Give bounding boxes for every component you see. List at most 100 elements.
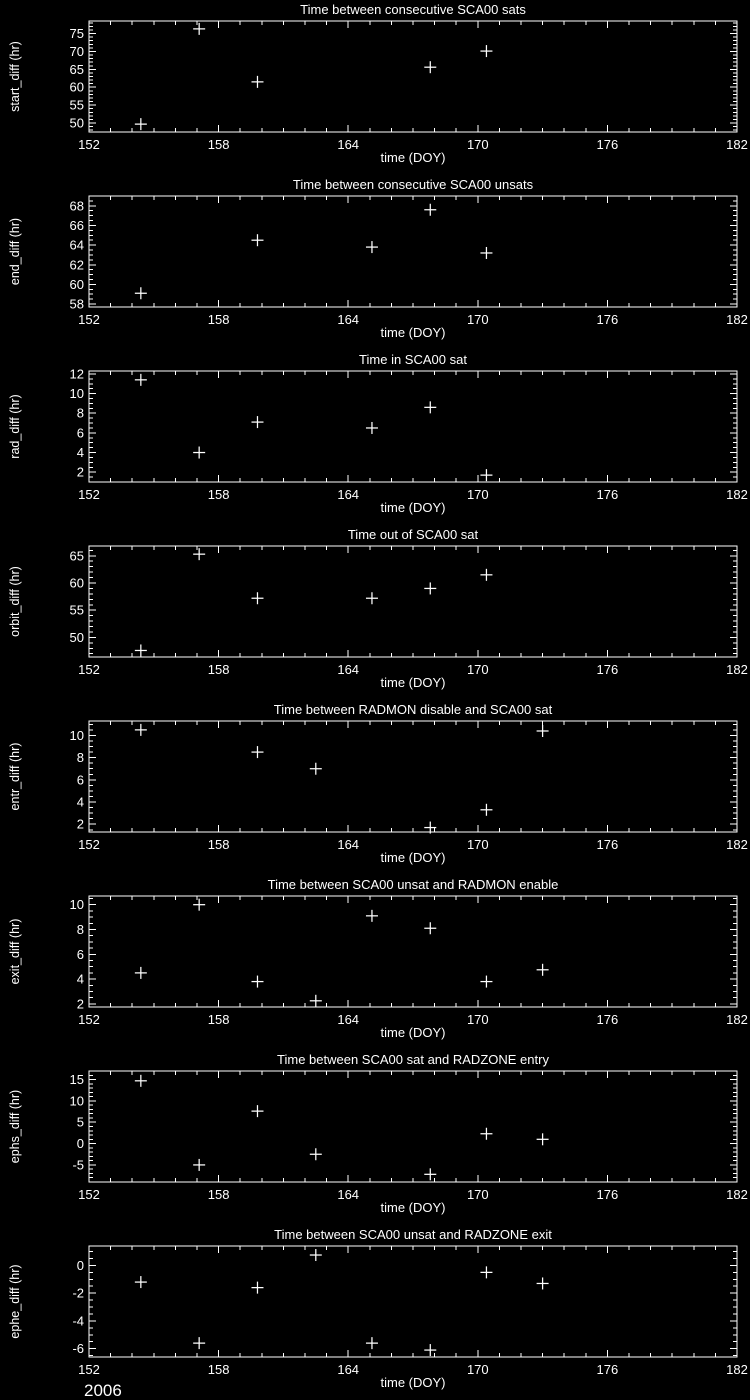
svg-text:164: 164 [337,312,359,327]
plot-canvas: 152 158 164 170 176 182 58 60 62 64 66 68 [70,195,748,327]
svg-text:182: 182 [726,137,748,152]
svg-text:50: 50 [70,116,84,131]
x-axis-label: time (DOY) [380,500,446,515]
svg-text:60: 60 [70,277,84,292]
svg-text:12: 12 [70,366,84,381]
svg-text:158: 158 [208,1012,230,1027]
svg-text:2: 2 [77,817,84,832]
svg-text:4: 4 [77,972,84,987]
plot-title: Time between consecutive SCA00 unsats [292,177,534,192]
plot-canvas: 152 158 164 170 176 182 2 4 6 8 10 [70,895,748,1027]
plot-panel-end-diff: Time between consecutive SCA00 unsats en… [0,175,750,350]
plot-title: Time between SCA00 unsat and RADMON enab… [267,877,559,892]
svg-text:55: 55 [70,603,84,618]
plot-canvas: 152 158 164 170 176 182 2 4 6 8 10 [70,720,748,852]
svg-text:66: 66 [70,218,84,233]
svg-text:5: 5 [77,1115,84,1130]
svg-text:152: 152 [78,1187,100,1202]
svg-text:55: 55 [70,98,84,113]
svg-text:0: 0 [77,1258,84,1273]
svg-text:182: 182 [726,837,748,852]
plot-canvas: 152 158 164 170 176 182 50 55 60 65 [70,545,748,677]
plot-canvas: 152 158 164 170 176 182 -5 0 5 10 15 [70,1070,748,1202]
svg-text:58: 58 [70,297,84,312]
svg-text:65: 65 [70,548,84,563]
svg-text:10: 10 [70,728,84,743]
svg-text:164: 164 [337,137,359,152]
plot-title: Time between SCA00 unsat and RADZONE exi… [274,1227,552,1242]
svg-text:62: 62 [70,257,84,272]
svg-text:68: 68 [70,198,84,213]
svg-text:176: 176 [597,837,619,852]
plot-title: Time between consecutive SCA00 sats [300,2,526,17]
svg-text:60: 60 [70,576,84,591]
svg-text:60: 60 [70,80,84,95]
svg-text:182: 182 [726,662,748,677]
svg-text:176: 176 [597,1187,619,1202]
svg-text:15: 15 [70,1072,84,1087]
svg-text:182: 182 [726,1012,748,1027]
svg-text:176: 176 [597,1362,619,1377]
svg-text:158: 158 [208,137,230,152]
svg-text:158: 158 [208,1362,230,1377]
plot-panel-exit-diff: Time between SCA00 unsat and RADMON enab… [0,875,750,1050]
svg-text:170: 170 [467,837,489,852]
svg-text:176: 176 [597,137,619,152]
year-label: 2006 [84,1381,122,1400]
plot-panel-start-diff: Time between consecutive SCA00 sats star… [0,0,750,175]
svg-text:176: 176 [597,312,619,327]
svg-text:164: 164 [337,1362,359,1377]
svg-text:6: 6 [77,947,84,962]
svg-text:164: 164 [337,487,359,502]
plot-panel-rad-diff: Time in SCA00 sat rad_diff (hr) 152 158 16… [0,350,750,525]
plot-panel-ephe-diff: Time between SCA00 unsat and RADZONE exi… [0,1225,750,1400]
svg-text:182: 182 [726,487,748,502]
svg-text:2: 2 [77,465,84,480]
x-axis-label: time (DOY) [380,325,446,340]
svg-text:152: 152 [78,837,100,852]
svg-text:75: 75 [70,26,84,41]
svg-text:182: 182 [726,312,748,327]
svg-text:-5: -5 [72,1157,84,1172]
svg-text:158: 158 [208,312,230,327]
svg-text:152: 152 [78,662,100,677]
svg-text:158: 158 [208,662,230,677]
svg-text:170: 170 [467,1187,489,1202]
svg-text:152: 152 [78,1012,100,1027]
x-axis-label: time (DOY) [380,675,446,690]
x-axis-label: time (DOY) [380,150,446,165]
svg-text:158: 158 [208,487,230,502]
svg-text:6: 6 [77,425,84,440]
svg-text:-6: -6 [72,1341,84,1356]
svg-text:182: 182 [726,1187,748,1202]
plot-panel-ephs-diff: Time between SCA00 sat and RADZONE entry… [0,1050,750,1225]
svg-text:8: 8 [77,406,84,421]
svg-text:10: 10 [70,1093,84,1108]
svg-text:4: 4 [77,445,84,460]
svg-text:182: 182 [726,1362,748,1377]
svg-text:4: 4 [77,795,84,810]
plot-panel-entr-diff: Time between RADMON disable and SCA00 sa… [0,700,750,875]
svg-text:170: 170 [467,312,489,327]
svg-text:164: 164 [337,1012,359,1027]
svg-text:158: 158 [208,837,230,852]
svg-text:8: 8 [77,750,84,765]
svg-text:10: 10 [70,897,84,912]
svg-text:164: 164 [337,662,359,677]
plot-canvas: 152 158 164 170 176 182 50 55 60 65 70 75 [70,20,748,152]
plot-title: Time in SCA00 sat [359,352,467,367]
plot-title: Time between RADMON disable and SCA00 sa… [273,702,553,717]
svg-text:170: 170 [467,1362,489,1377]
svg-text:-2: -2 [72,1286,84,1301]
plot-panel-orbit-diff: Time out of SCA00 sat orbit_diff (hr) 15… [0,525,750,700]
plot-title: Time out of SCA00 sat [347,527,479,542]
svg-text:8: 8 [77,922,84,937]
svg-text:158: 158 [208,1187,230,1202]
svg-text:176: 176 [597,487,619,502]
svg-text:170: 170 [467,662,489,677]
svg-text:10: 10 [70,386,84,401]
svg-text:50: 50 [70,630,84,645]
svg-text:164: 164 [337,1187,359,1202]
svg-text:170: 170 [467,137,489,152]
